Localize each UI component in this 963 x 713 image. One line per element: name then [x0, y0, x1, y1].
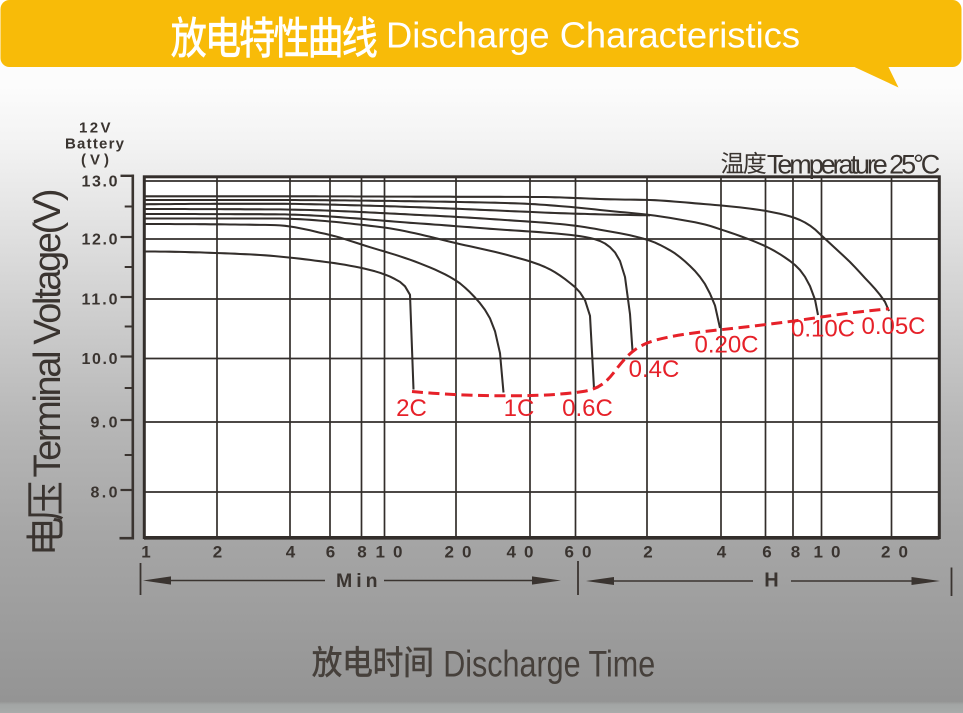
- svg-text:0.20C: 0.20C: [694, 332, 758, 359]
- svg-text:12V: 12V: [79, 120, 111, 137]
- svg-text:Terminal Voltage(V): Terminal Voltage(V): [27, 189, 69, 478]
- svg-text:H: H: [764, 570, 778, 592]
- svg-text:4: 4: [286, 543, 296, 562]
- svg-text:Min: Min: [336, 570, 382, 592]
- svg-text:2: 2: [643, 543, 652, 562]
- svg-text:Temperature 25°C: Temperature 25°C: [767, 149, 940, 179]
- svg-text:Discharge Time: Discharge Time: [443, 643, 655, 685]
- svg-text:4: 4: [717, 543, 727, 562]
- svg-text:12.0: 12.0: [82, 232, 118, 249]
- svg-text:8: 8: [791, 543, 800, 562]
- svg-text:0.10C: 0.10C: [791, 316, 855, 343]
- svg-text:6: 6: [326, 543, 335, 562]
- svg-text:2: 2: [213, 543, 222, 562]
- svg-text:0.6C: 0.6C: [562, 395, 613, 422]
- svg-text:2C: 2C: [396, 395, 427, 422]
- svg-text:Battery: Battery: [65, 136, 125, 153]
- svg-text:8.0: 8.0: [91, 485, 118, 502]
- svg-text:1C: 1C: [504, 395, 535, 422]
- svg-text:9.0: 9.0: [91, 415, 118, 432]
- svg-text:11.0: 11.0: [82, 292, 118, 309]
- svg-text:8: 8: [357, 543, 366, 562]
- svg-text:0.05C: 0.05C: [861, 313, 925, 340]
- svg-text:Discharge Characteristics: Discharge Characteristics: [386, 15, 800, 56]
- svg-text:0.4C: 0.4C: [629, 356, 680, 383]
- svg-text:10.0: 10.0: [82, 351, 118, 368]
- svg-text:1: 1: [141, 543, 150, 562]
- svg-text:(V): (V): [81, 152, 109, 169]
- svg-text:6: 6: [762, 543, 771, 562]
- svg-text:13.0: 13.0: [82, 174, 118, 191]
